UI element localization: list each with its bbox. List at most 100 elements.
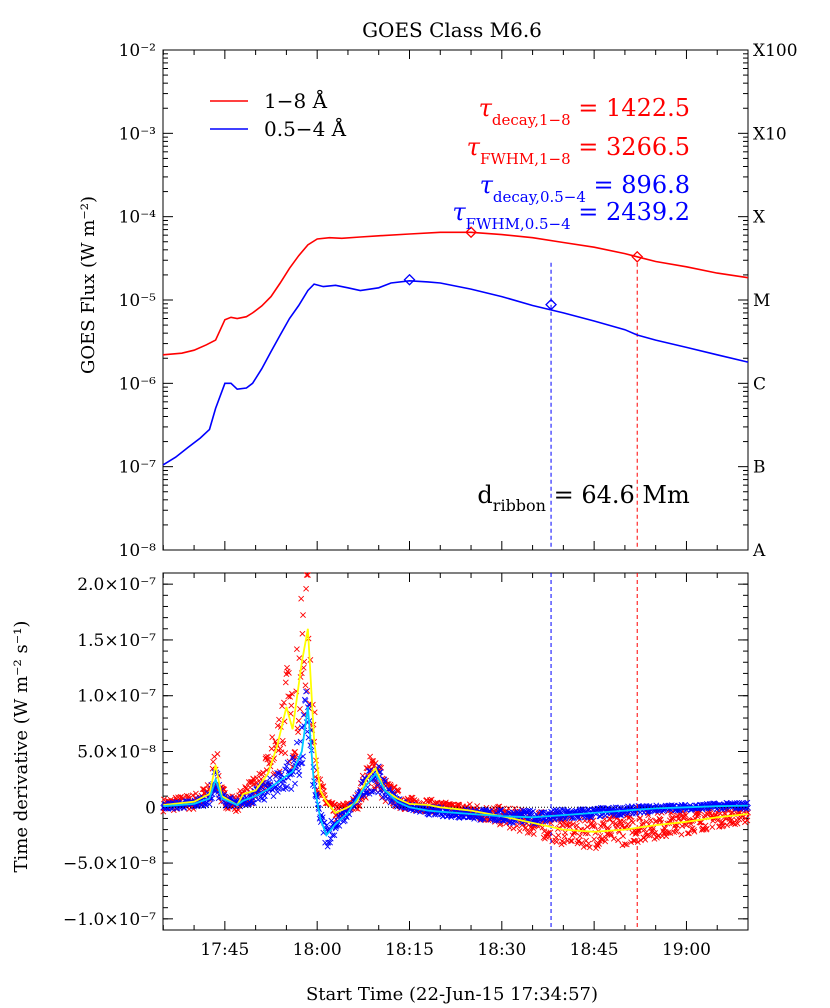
- derivative-point: [363, 788, 370, 795]
- flux-series: [162, 231, 749, 466]
- y-tick-label: 1.5×10⁻⁷: [77, 631, 156, 651]
- smoothed-derivative-line: [163, 628, 749, 833]
- derivative-point: [299, 630, 306, 637]
- derivative-point: [298, 595, 305, 602]
- derivative-point: [320, 783, 327, 790]
- derivative-point: [374, 782, 381, 789]
- derivative-point: [260, 769, 266, 776]
- derivative-point: [704, 811, 711, 818]
- derivative-point: [289, 754, 296, 761]
- derivative-point: [185, 793, 192, 800]
- derivative-point: [370, 788, 377, 795]
- derivative-point: [331, 832, 338, 839]
- derivative-point: [584, 823, 591, 830]
- tau-annotation: τdecay,0.5−4 = 896.8: [480, 171, 690, 206]
- flux-reference-lines: [550, 262, 638, 550]
- derivative-point: [510, 825, 517, 832]
- derivative-point: [527, 829, 534, 836]
- derivative-point: [261, 793, 268, 799]
- derivative-point: [634, 839, 641, 846]
- derivative-point: [586, 844, 593, 851]
- derivative-point: [306, 701, 313, 708]
- y-tick-label: 10⁻⁶: [119, 374, 157, 394]
- tau-annotation: τFWHM,1−8 = 3266.5: [467, 133, 690, 168]
- derivative-point: [694, 813, 701, 820]
- peak-marker: [403, 273, 416, 286]
- derivative-point: [296, 772, 303, 779]
- derivative-point: [623, 841, 630, 848]
- y-tick-label: 10⁻⁸: [119, 541, 157, 561]
- derivative-point: [287, 693, 294, 700]
- derivative-point: [394, 786, 401, 793]
- derivative-point: [602, 835, 609, 842]
- derivative-point: [235, 807, 242, 814]
- derivative-point: [289, 690, 295, 697]
- y-tick-label: 10⁻⁷: [119, 458, 157, 478]
- derivative-point: [615, 837, 622, 844]
- derivative-point: [356, 803, 363, 809]
- derivative-point: [744, 799, 751, 806]
- derivative-point: [206, 801, 213, 808]
- figure-title: GOES Class M6.6: [362, 18, 542, 42]
- derivative-point: [282, 750, 289, 757]
- derivative-point: [682, 812, 689, 819]
- derivative-point: [214, 751, 221, 757]
- derivative-point: [610, 835, 617, 842]
- derivative-point: [516, 827, 523, 834]
- x-axis-label: Start Time (22-Jun-15 17:34:57): [306, 984, 598, 1005]
- class-label: X100: [753, 41, 798, 61]
- derivative-point: [282, 679, 289, 686]
- derivative-point: [575, 837, 582, 844]
- derivative-point: [369, 788, 375, 795]
- derivative-panel: 2.0×10⁻⁷ 1.5×10⁻⁷ 1.0×10⁻⁷ 5.0×10⁻⁸ 0 −5.0×10…: [11, 572, 751, 960]
- derivative-point: [282, 766, 289, 773]
- derivative-point: [303, 688, 310, 695]
- derivative-point: [199, 786, 206, 793]
- derivative-point: [580, 844, 587, 850]
- derivative-point: [668, 815, 675, 822]
- derivative-point: [432, 811, 439, 818]
- y-tick-label: 2.0×10⁻⁷: [77, 575, 156, 595]
- class-label: A: [752, 541, 766, 561]
- derivative-point: [524, 829, 531, 836]
- derivative-point: [266, 775, 273, 782]
- derivative-point: [250, 800, 257, 806]
- derivative-point: [285, 693, 292, 700]
- derivative-point: [591, 836, 598, 843]
- derivative-point: [263, 780, 270, 786]
- derivative-point: [607, 830, 614, 837]
- derivative-point: [426, 811, 433, 818]
- derivative-point: [589, 822, 596, 829]
- peak-marker: [631, 250, 644, 263]
- derivative-point: [299, 760, 306, 766]
- class-label: M: [753, 291, 770, 311]
- derivative-point: [591, 823, 598, 829]
- derivative-point: [210, 758, 217, 765]
- derivative-point: [547, 829, 554, 836]
- derivative-point: [283, 763, 290, 770]
- derivative-point: [193, 790, 199, 797]
- derivative-point: [336, 822, 343, 829]
- x-tick-label: 19:00: [662, 940, 711, 960]
- derivative-point: [284, 759, 291, 766]
- derivative-x-tick-labels: 17:45 18:00 18:15 18:30 18:45 19:00: [200, 940, 711, 960]
- derivative-point: [691, 828, 698, 835]
- x-tick-label: 18:15: [385, 940, 434, 960]
- flux-y-axis-label: GOES Flux (W m⁻²): [78, 196, 99, 374]
- x-tick-label: 18:45: [570, 940, 619, 960]
- derivative-point: [630, 837, 637, 844]
- derivative-point: [562, 829, 569, 836]
- y-tick-label: −1.0×10⁻⁷: [63, 910, 156, 930]
- derivative-point: [298, 760, 305, 767]
- flux-y-tick-labels: 10⁻⁸ 10⁻⁷ 10⁻⁶ 10⁻⁵ 10⁻⁴ 10⁻³ 10⁻²: [119, 41, 157, 561]
- derivative-point: [668, 809, 674, 816]
- tau-annotation: τdecay,1−8 = 1422.5: [479, 94, 690, 129]
- derivative-point: [608, 832, 615, 839]
- derivative-point: [278, 749, 285, 756]
- derivative-point: [279, 703, 286, 710]
- derivative-point: [285, 669, 292, 676]
- y-tick-label: 5.0×10⁻⁸: [77, 743, 156, 763]
- derivative-point: [703, 825, 710, 832]
- derivative-point: [297, 706, 303, 712]
- derivative-point: [709, 824, 716, 830]
